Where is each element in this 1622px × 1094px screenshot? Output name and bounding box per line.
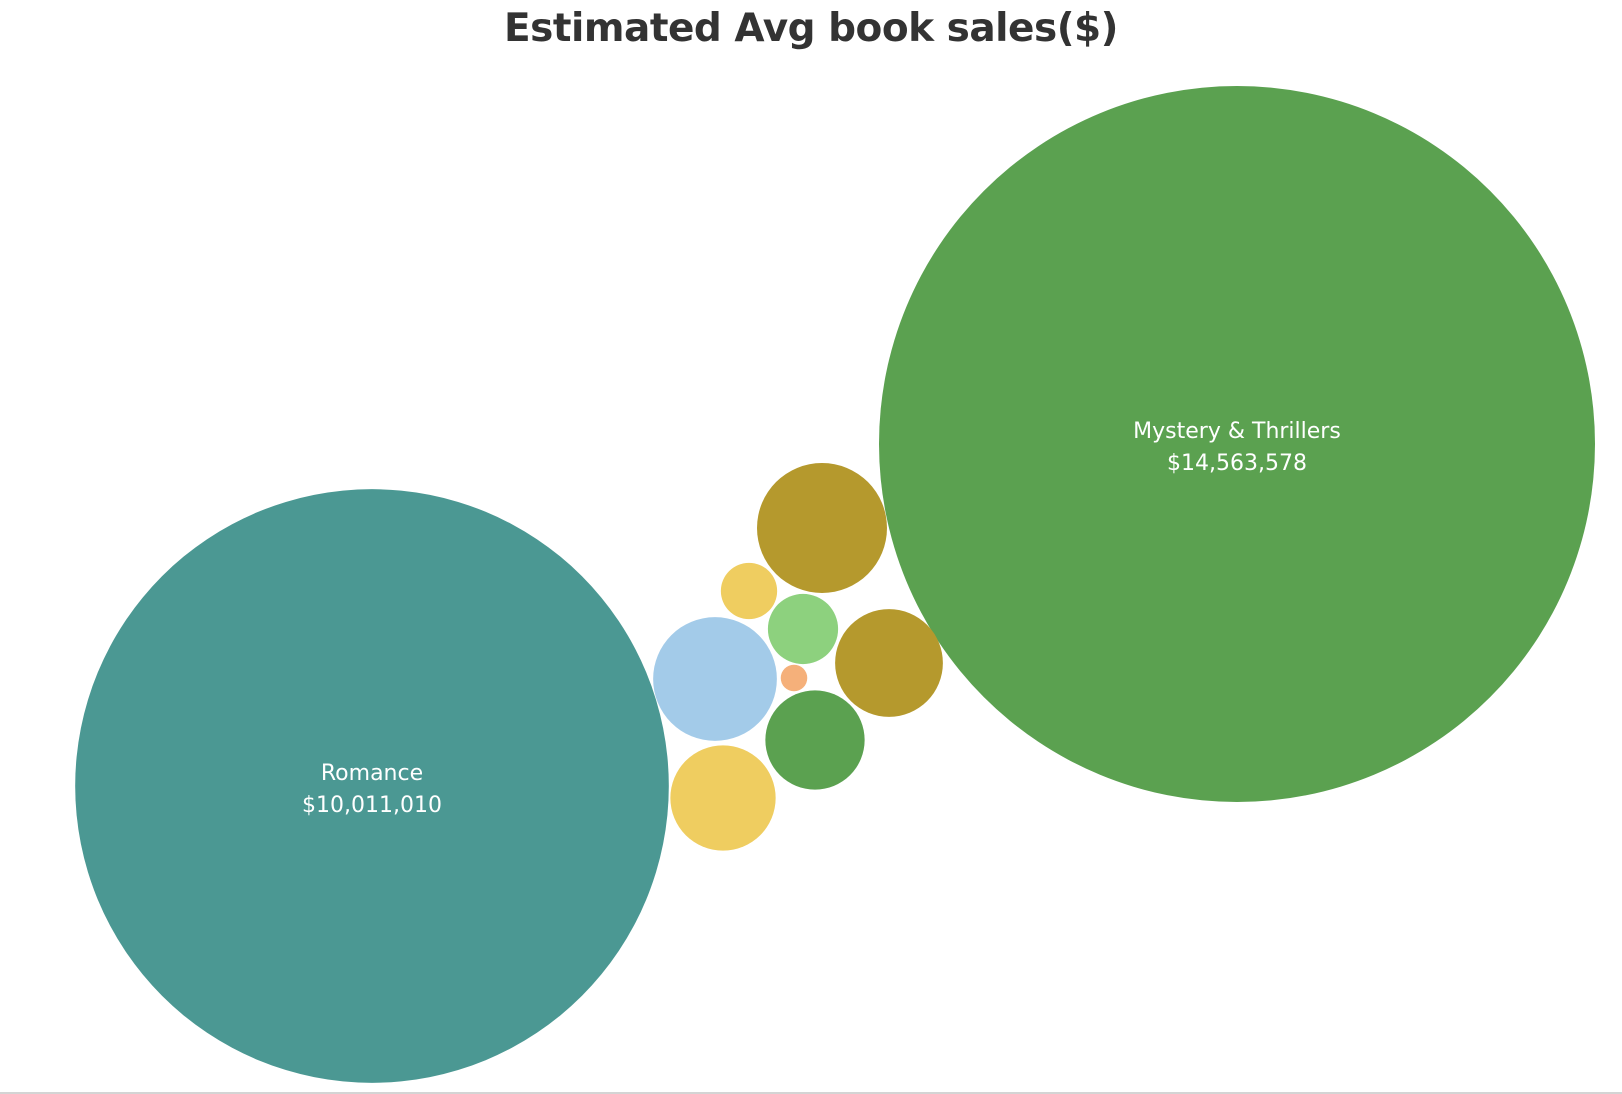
bubble[interactable] xyxy=(765,690,865,790)
bubble-group[interactable] xyxy=(670,745,776,851)
bubble[interactable] xyxy=(879,86,1595,802)
bubble[interactable] xyxy=(835,609,943,717)
chart-bottom-border xyxy=(0,1092,1622,1094)
bubble-value-label: $14,563,578 xyxy=(1167,451,1307,476)
bubble-group[interactable] xyxy=(653,617,777,741)
bubble-category-label: Romance xyxy=(321,761,423,786)
bubble-value-label: $10,011,010 xyxy=(302,793,442,818)
bubble[interactable] xyxy=(670,745,776,851)
bubble-group[interactable] xyxy=(780,664,808,692)
bubble[interactable] xyxy=(780,664,808,692)
bubble-group[interactable] xyxy=(765,690,865,790)
bubble-group[interactable] xyxy=(757,463,887,593)
chart-title: Estimated Avg book sales($) xyxy=(504,6,1119,51)
bubble-group[interactable] xyxy=(720,562,778,620)
bubble-group[interactable]: Mystery & Thrillers $14,563,578 xyxy=(879,86,1595,802)
bubble[interactable] xyxy=(767,593,839,665)
bubble-category-label: Mystery & Thrillers xyxy=(1133,419,1341,444)
bubble[interactable] xyxy=(75,489,669,1083)
bubble-group[interactable]: Romance $10,011,010 xyxy=(75,489,669,1083)
bubble[interactable] xyxy=(720,562,778,620)
bubble[interactable] xyxy=(757,463,887,593)
bubble-group[interactable] xyxy=(767,593,839,665)
bubble[interactable] xyxy=(653,617,777,741)
bubble-group[interactable] xyxy=(835,609,943,717)
